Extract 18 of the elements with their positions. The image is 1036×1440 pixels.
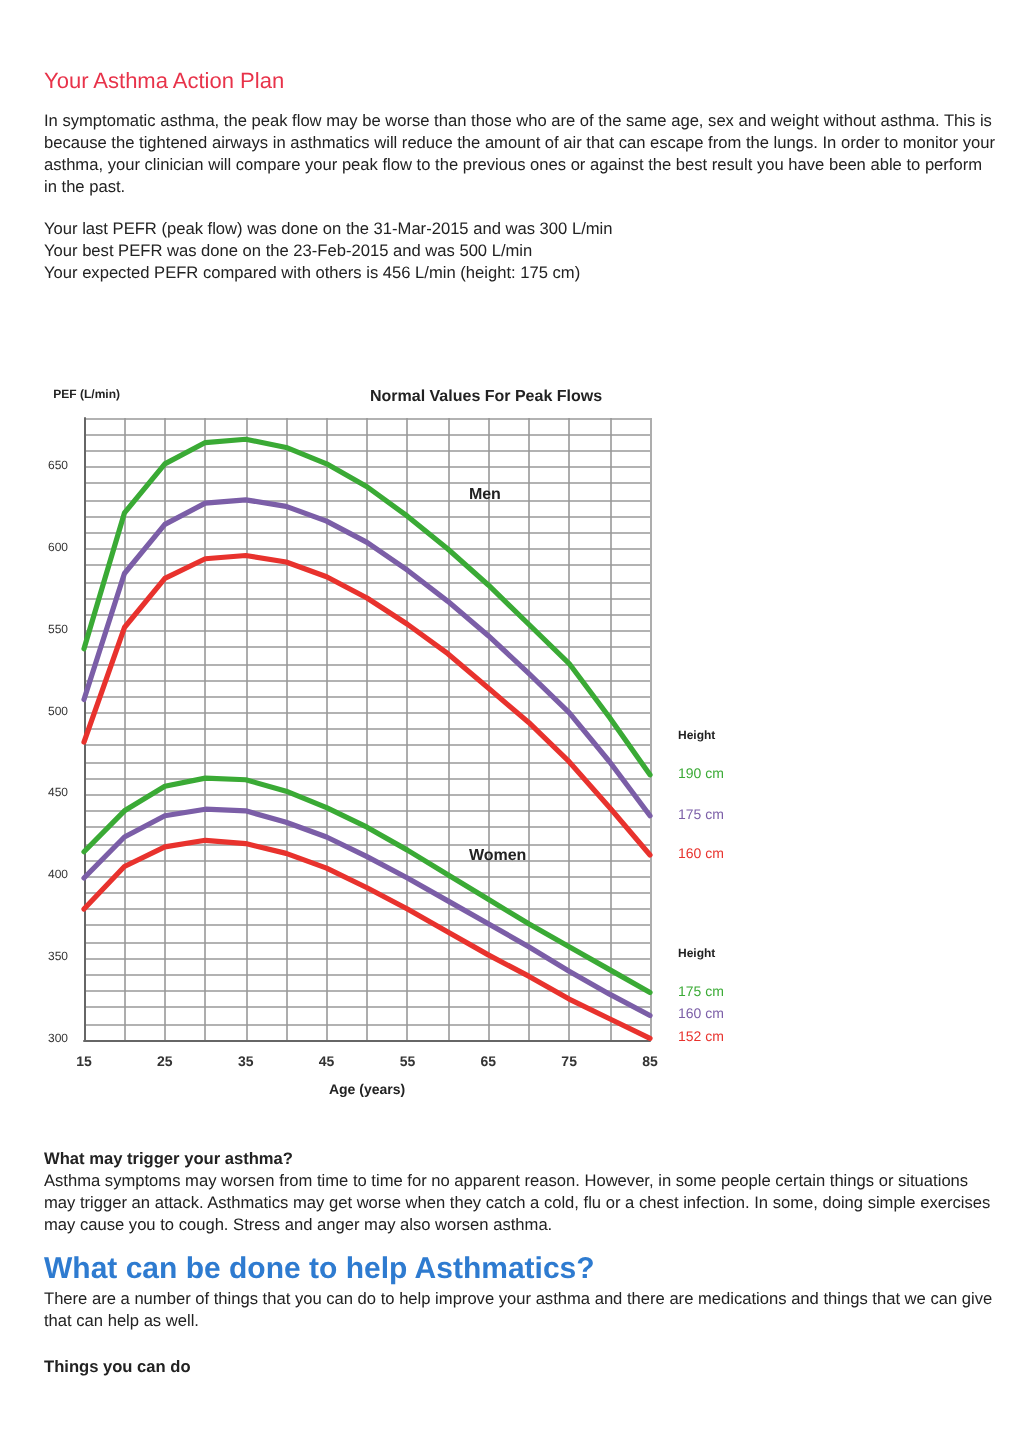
chart-title: Normal Values For Peak Flows	[370, 387, 604, 405]
text: There are a number of things that you can do to help improve your asthma and there are medications and things that we can give that can help as well.	[44, 1288, 995, 1332]
line-series	[81, 552, 653, 858]
line-series	[81, 806, 653, 1019]
annotation: Women	[468, 846, 527, 865]
text: Your best PEFR was done on the 23-Feb-2015 and was 500 L/min	[44, 240, 535, 262]
text: What may trigger your asthma?	[44, 1148, 295, 1170]
line-series	[81, 775, 653, 996]
text: Your expected PEFR compared with others is 456 L/min (height: 175 cm)	[44, 262, 583, 284]
text: Things you can do	[44, 1356, 193, 1378]
text: Your Asthma Action Plan	[44, 70, 287, 94]
text: Your last PEFR (peak flow) was done on the 31-Mar-2015 and was 300 L/min	[44, 218, 615, 240]
text: Asthma symptoms may worsen from time to time for no apparent reason. However, in some people certain things or situations may trigger an attack. Asthmatics may get worse when they catch a cold, flu or a chest infection. In some, doing simple exercises may cause you to cough. Stress and anger may also worsen asthma.	[44, 1170, 993, 1236]
annotation: Men	[468, 485, 502, 504]
text: What can be done to help Asthmatics?	[44, 1252, 597, 1288]
line-series	[81, 436, 653, 778]
line-series	[81, 497, 653, 819]
text: In symptomatic asthma, the peak flow may be worse than those who are of the same age, sex and weight without asthma. This is because the tightened airways in asthmatics will reduce the amount of air that can escape from the lungs. In order to monitor your asthma, your clinician will compare your peak flow to the previous ones or against the best result you have been able to perform in the past.	[44, 110, 996, 198]
